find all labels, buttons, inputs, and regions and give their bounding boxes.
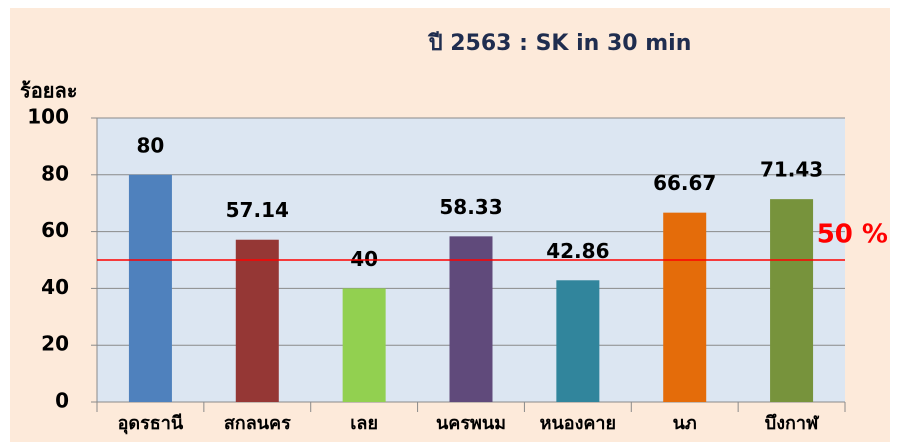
x-tick-label: บึงกาฬ	[765, 413, 820, 434]
y-tick-label: 80	[41, 161, 69, 185]
y-tick-label: 0	[55, 389, 69, 413]
bar	[556, 280, 600, 402]
x-tick-label: อุดรธานี	[118, 413, 184, 435]
data-label: 71.43	[760, 158, 823, 182]
chart-title: ปี 2563 : SK in 30 min	[427, 31, 691, 56]
y-tick-label: 60	[41, 218, 69, 242]
bar	[342, 288, 386, 402]
y-axis-label: ร้อยละ	[20, 79, 77, 103]
x-tick-label: เลย	[350, 413, 378, 434]
bar	[235, 239, 279, 402]
data-label: 66.67	[653, 171, 716, 195]
y-tick-label: 40	[41, 275, 69, 299]
data-label: 58.33	[439, 195, 502, 219]
data-label: 40	[350, 247, 378, 271]
bar	[770, 199, 814, 402]
reference-label: 50 %	[817, 220, 888, 250]
data-label: 80	[137, 133, 165, 157]
x-tick-label: สกลนคร	[224, 413, 291, 434]
x-tick-label: นครพนม	[436, 413, 506, 434]
x-tick-label: นภ	[673, 413, 697, 434]
bar	[128, 174, 172, 402]
x-tick-label: หนองคาย	[540, 413, 616, 434]
data-label: 42.86	[546, 239, 609, 263]
data-label: 57.14	[226, 198, 289, 222]
bar	[663, 212, 707, 402]
y-tick-label: 100	[27, 105, 69, 129]
bar	[449, 236, 493, 402]
y-tick-label: 20	[41, 332, 69, 356]
